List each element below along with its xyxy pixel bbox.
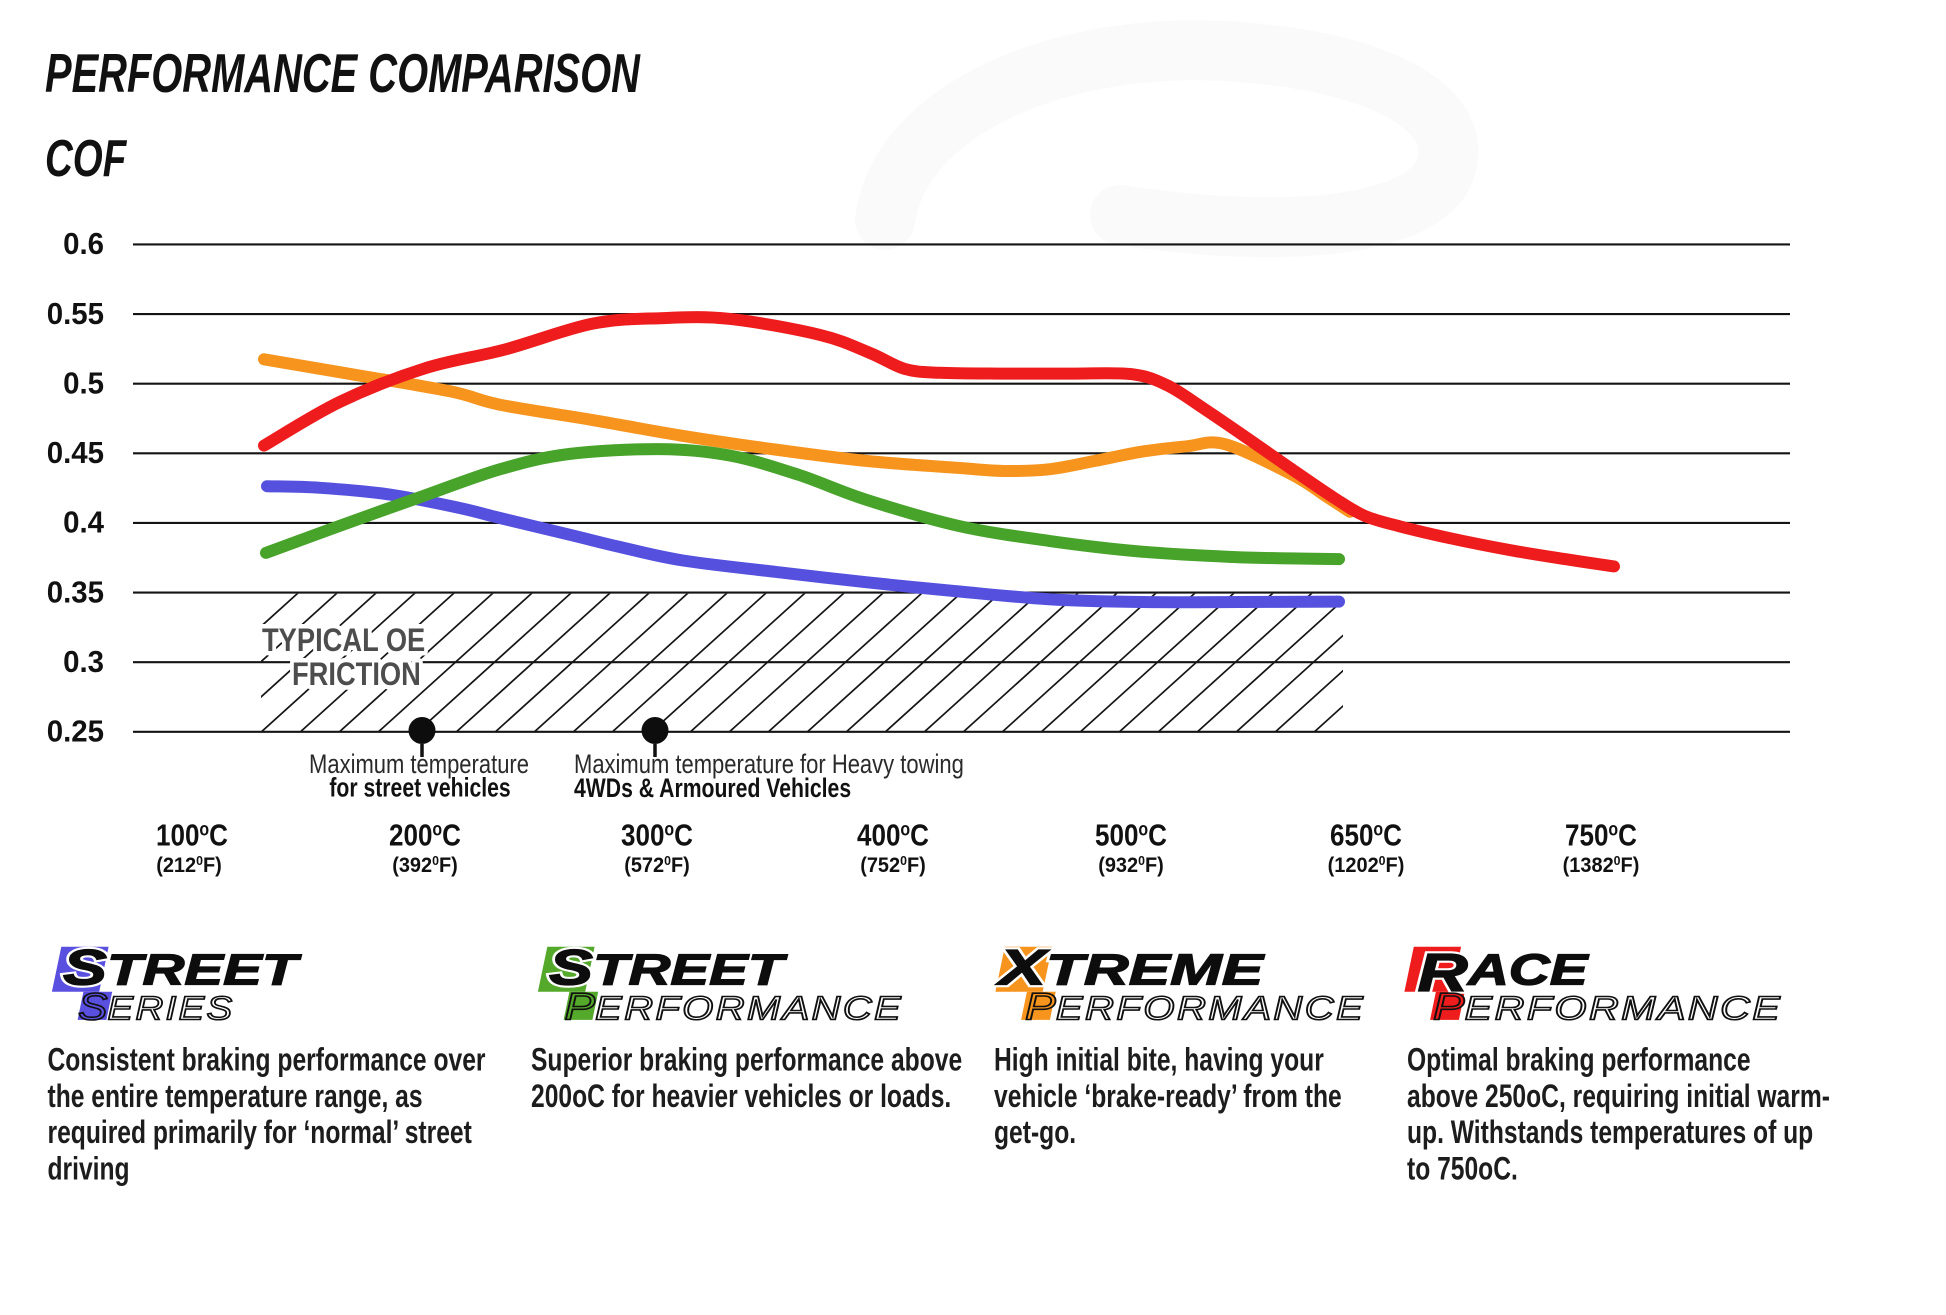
svg-text:RACE: RACE (1418, 943, 1591, 1003)
svg-text:100oC: 100oC (156, 818, 228, 853)
svg-text:STREET: STREET (63, 940, 302, 996)
svg-text:High initial bite, having your: High initial bite, having your (994, 1042, 1324, 1078)
svg-text:0.4: 0.4 (63, 506, 104, 540)
svg-text:0.35: 0.35 (47, 576, 104, 610)
svg-text:the entire temperature range,: the entire temperature range, as (48, 1079, 423, 1115)
svg-text:for street vehicles: for street vehicles (329, 773, 510, 803)
svg-text:0.55: 0.55 (47, 297, 104, 331)
svg-text:RACE: RACE (1418, 943, 1591, 1003)
svg-text:0.5: 0.5 (63, 367, 104, 401)
svg-text:STREET: STREET (549, 940, 788, 996)
svg-text:400oC: 400oC (857, 818, 929, 853)
svg-text:(3920F): (3920F) (392, 854, 458, 878)
svg-text:(5720F): (5720F) (624, 854, 690, 878)
svg-text:200oC for heavier vehicles or: 200oC for heavier vehicles or loads. (531, 1079, 951, 1115)
svg-text:(9320F): (9320F) (1098, 854, 1164, 878)
svg-text:vehicle ‘brake-ready’ from the: vehicle ‘brake-ready’ from the (994, 1079, 1342, 1115)
svg-text:PERFORMANCE COMPARISON: PERFORMANCE COMPARISON (45, 44, 641, 105)
svg-text:Maximum temperature for Heavy: Maximum temperature for Heavy towing (574, 750, 964, 779)
svg-text:PERFORMANCE: PERFORMANCE (565, 985, 904, 1027)
svg-text:(2120F): (2120F) (156, 854, 222, 878)
svg-text:FRICTION: FRICTION (292, 657, 421, 693)
svg-text:200oC: 200oC (389, 818, 461, 853)
svg-text:COF: COF (45, 129, 127, 187)
svg-text:Consistent braking performance: Consistent braking performance over (48, 1042, 486, 1078)
svg-text:0.25: 0.25 (47, 715, 104, 749)
svg-text:up. Withstands temperatures of: up. Withstands temperatures of up (1407, 1115, 1813, 1151)
svg-text:XTREME: XTREME (996, 940, 1266, 996)
svg-text:300oC: 300oC (621, 818, 693, 853)
svg-text:STREET: STREET (549, 940, 788, 996)
svg-text:4WDs & Armoured Vehicles: 4WDs & Armoured Vehicles (574, 774, 851, 804)
svg-text:750oC: 750oC (1565, 818, 1637, 853)
svg-text:SERIES: SERIES (78, 985, 235, 1027)
svg-text:STREET: STREET (63, 940, 302, 996)
svg-text:(12020F): (12020F) (1328, 854, 1405, 878)
svg-text:PERFORMANCE: PERFORMANCE (1025, 985, 1365, 1027)
svg-text:above 250oC, requiring initial: above 250oC, requiring initial warm- (1407, 1079, 1830, 1115)
svg-text:(7520F): (7520F) (860, 854, 926, 878)
svg-text:0.3: 0.3 (63, 645, 104, 679)
svg-text:Maximum temperature: Maximum temperature (309, 750, 529, 779)
svg-text:(13820F): (13820F) (1563, 854, 1640, 878)
svg-text:0.6: 0.6 (63, 227, 104, 261)
svg-text:0.45: 0.45 (47, 436, 104, 470)
svg-text:XTREME: XTREME (996, 940, 1266, 996)
svg-text:get-go.: get-go. (994, 1115, 1076, 1151)
svg-text:650oC: 650oC (1330, 818, 1402, 853)
svg-text:driving: driving (48, 1151, 130, 1187)
svg-text:500oC: 500oC (1095, 818, 1167, 853)
svg-text:TYPICAL OE: TYPICAL OE (262, 623, 425, 659)
svg-text:required primarily for ‘normal: required primarily for ‘normal’ street (48, 1115, 473, 1151)
svg-text:to 750oC.: to 750oC. (1407, 1151, 1518, 1187)
svg-text:Optimal braking performance: Optimal braking performance (1407, 1042, 1751, 1078)
svg-text:Superior braking performance a: Superior braking performance above (531, 1042, 962, 1078)
svg-text:PERFORMANCE: PERFORMANCE (1433, 986, 1782, 1028)
